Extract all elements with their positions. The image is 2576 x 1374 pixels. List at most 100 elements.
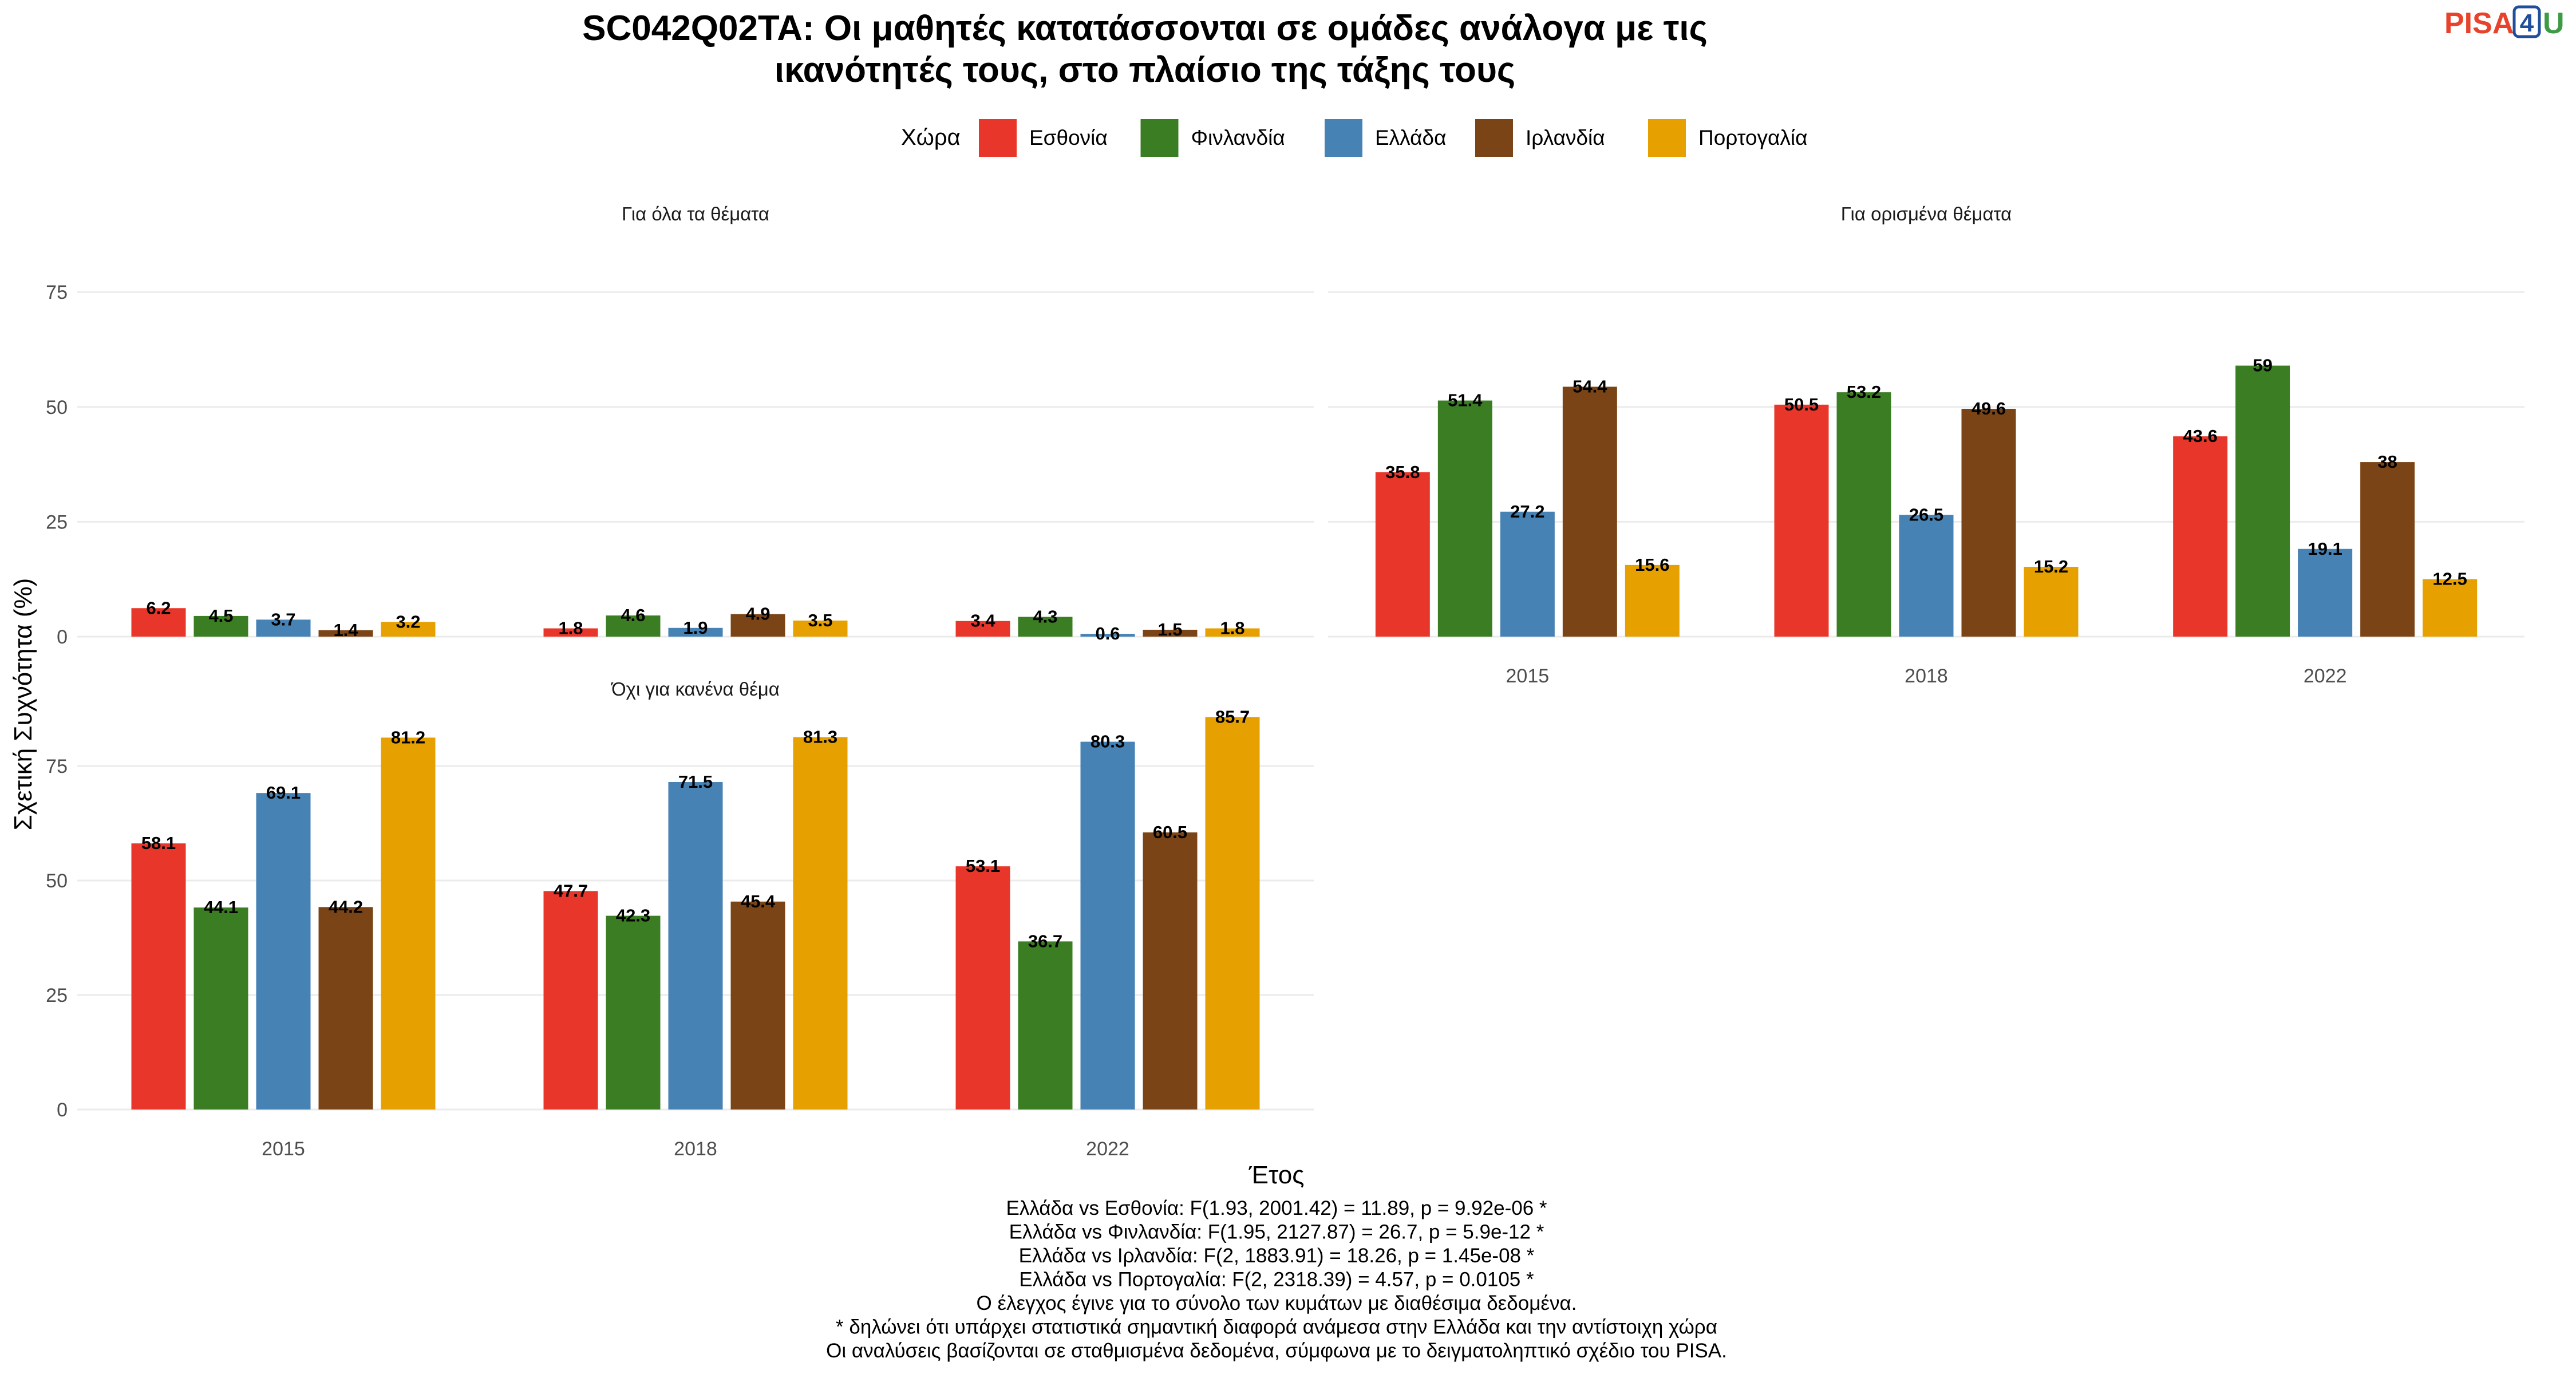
bar: [2360, 462, 2415, 637]
bar: [1774, 404, 1829, 637]
x-tick-label: 2015: [262, 1138, 305, 1160]
bar: [2423, 579, 2478, 637]
bar-value-label: 50.5: [1784, 394, 1819, 414]
x-tick-label: 2022: [2304, 665, 2347, 687]
logo-four-text: 4: [2520, 9, 2534, 37]
bar-value-label: 1.9: [683, 618, 708, 638]
bar-value-label: 6.2: [146, 598, 171, 618]
bar-value-label: 4.6: [621, 605, 645, 625]
bar-value-label: 53.2: [1847, 382, 1881, 402]
bar: [2173, 436, 2228, 637]
bar-value-label: 85.7: [1215, 706, 1250, 727]
bar: [2235, 365, 2290, 637]
facet-panel-1: Για όλα τα θέματα 0 25 50 75 6.2 4.5 3.7 1.4 3.2 1…: [46, 203, 1314, 648]
bar: [318, 630, 373, 637]
bar-value-label: 42.3: [616, 906, 650, 926]
bar-value-label: 81.2: [391, 727, 425, 747]
bar-value-label: 1.4: [333, 620, 358, 640]
facet-panel-3: Όχι για κανένα θέμα 0 25 50 75 58.1 44.1 69.1 44…: [46, 678, 1314, 1160]
bar-value-label: 53.1: [966, 856, 1000, 876]
bar: [730, 614, 785, 637]
bar-value-label: 26.5: [1909, 504, 1943, 524]
bar: [955, 866, 1010, 1110]
bar: [131, 608, 186, 637]
bar-value-label: 15.2: [2034, 556, 2068, 577]
bar: [193, 615, 248, 637]
y-tick-label: 50: [46, 870, 68, 892]
x-tick-label: 2018: [674, 1138, 717, 1160]
bar: [668, 627, 723, 637]
y-tick-label: 75: [46, 282, 68, 303]
bar-value-label: 3.2: [396, 611, 420, 631]
bar-value-label: 60.5: [1153, 822, 1187, 842]
caption-line-2: Ελλάδα vs Φινλανδία: F(1.95, 2127.87) = …: [1009, 1221, 1544, 1243]
legend-swatch: [1648, 119, 1686, 157]
bar-value-label: 45.4: [741, 891, 776, 911]
legend-item-2: Φινλανδία: [1140, 119, 1285, 157]
y-tick-label: 0: [57, 626, 68, 648]
bar: [1899, 515, 1954, 637]
bar: [1205, 628, 1260, 637]
x-tick-label: 2015: [1506, 665, 1550, 687]
bar: [1500, 511, 1555, 637]
bar-value-label: 51.4: [1448, 390, 1483, 410]
bar-value-label: 3.7: [271, 609, 295, 629]
caption-line-1: Ελλάδα vs Εσθονία: F(1.93, 2001.42) = 11…: [1006, 1197, 1547, 1219]
bar: [256, 619, 311, 637]
bar: [193, 907, 248, 1110]
bar: [1143, 629, 1198, 637]
bar-value-label: 44.2: [329, 897, 363, 917]
bar: [730, 901, 785, 1110]
bar-value-label: 44.1: [204, 897, 238, 917]
bar: [381, 737, 436, 1110]
bar: [1625, 564, 1680, 637]
bar: [1018, 617, 1073, 637]
caption-line-3: Ελλάδα vs Ιρλανδία: F(2, 1883.91) = 18.2…: [1019, 1245, 1535, 1267]
bar: [606, 615, 661, 637]
legend-label: Εσθονία: [1029, 126, 1108, 149]
bar: [381, 622, 436, 637]
facets: Για όλα τα θέματα 0 25 50 75 6.2 4.5 3.7 1.4 3.2 1…: [46, 203, 2524, 1160]
bar-value-label: 3.4: [970, 611, 995, 631]
legend-item-5: Πορτογαλία: [1648, 119, 1808, 157]
logo-pisa-text: PISA: [2444, 7, 2514, 40]
y-tick-label: 25: [46, 985, 68, 1006]
legend-item-1: Εσθονία: [979, 119, 1108, 157]
chart-title-line1: SC042Q02TA: Οι μαθητές κατατάσσονται σε …: [582, 9, 1708, 48]
bar: [955, 621, 1010, 637]
bar-value-label: 4.3: [1033, 606, 1057, 626]
bar-value-label: 69.1: [266, 783, 301, 803]
bar: [1961, 409, 2016, 637]
legend-item-4: Ιρλανδία: [1475, 119, 1605, 157]
bar: [1375, 472, 1430, 637]
bar: [1205, 717, 1260, 1110]
y-tick-label: 50: [46, 397, 68, 418]
legend-swatch: [1325, 119, 1362, 157]
x-axis-title: Έτος: [1249, 1161, 1305, 1189]
bar-value-label: 81.3: [803, 727, 837, 747]
bar-value-label: 80.3: [1091, 732, 1125, 752]
x-tick-label: 2018: [1905, 665, 1948, 687]
bar: [543, 891, 598, 1110]
legend-label: Πορτογαλία: [1698, 126, 1808, 149]
bar-value-label: 4.9: [745, 604, 770, 624]
y-axis-title: Σχετική Συχνότητα (%): [9, 578, 37, 831]
facet-label: Για όλα τα θέματα: [622, 203, 769, 224]
bar-value-label: 1.5: [1157, 619, 1182, 639]
caption-line-7: Οι αναλύσεις βασίζονται σε σταθμισμένα δ…: [826, 1340, 1727, 1362]
bar: [1080, 634, 1135, 637]
bar: [793, 737, 848, 1110]
caption: Ελλάδα vs Εσθονία: F(1.93, 2001.42) = 11…: [826, 1197, 1727, 1362]
bar: [793, 620, 848, 637]
bar-value-label: 43.6: [2183, 426, 2217, 446]
bar-value-label: 36.7: [1028, 931, 1062, 951]
legend-label: Ελλάδα: [1375, 126, 1447, 149]
bar-value-label: 27.2: [1510, 502, 1544, 522]
bar: [1437, 400, 1492, 637]
bar-value-label: 15.6: [1635, 555, 1669, 575]
legend-swatch: [1140, 119, 1179, 157]
y-tick-label: 75: [46, 756, 68, 777]
legend-label: Ιρλανδία: [1526, 126, 1605, 149]
bar: [2298, 548, 2353, 637]
